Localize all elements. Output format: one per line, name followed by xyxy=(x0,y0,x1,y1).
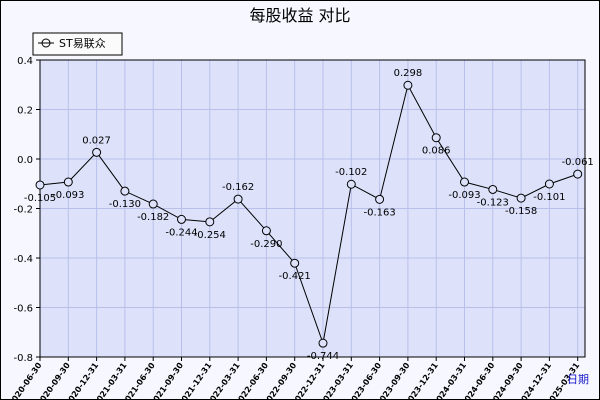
y-axis-ticks: 0.4 0.2 0.0 -0.2 -0.4 -0.6 -0.8 xyxy=(13,56,40,364)
data-label: -0.744 xyxy=(307,351,339,362)
data-label: -0.421 xyxy=(279,271,311,282)
data-label: -0.182 xyxy=(137,212,169,223)
data-point xyxy=(205,217,215,227)
data-label: -0.158 xyxy=(505,206,537,217)
data-point xyxy=(403,80,413,90)
data-label: 0.298 xyxy=(394,68,423,79)
legend: ST易联众 xyxy=(32,32,123,56)
data-label: -0.093 xyxy=(52,190,84,201)
data-point xyxy=(35,180,45,190)
data-point xyxy=(63,177,73,187)
legend-marker-icon xyxy=(41,38,51,48)
data-point xyxy=(516,193,526,203)
data-label: -0.290 xyxy=(250,239,282,250)
data-label: 0.027 xyxy=(82,135,111,146)
data-label: -0.254 xyxy=(194,230,226,241)
data-point xyxy=(318,338,328,348)
data-point xyxy=(233,194,243,204)
data-label: -0.130 xyxy=(109,199,141,210)
y-tick-label: -0.8 xyxy=(13,353,33,364)
data-label: -0.162 xyxy=(222,182,254,193)
data-label: -0.123 xyxy=(477,197,509,208)
y-tick-label: 0.2 xyxy=(17,106,33,117)
data-point xyxy=(431,133,441,143)
x-axis-ticks: 2020-06-302020-09-302020-12-312021-03-31… xyxy=(7,357,582,400)
chart-title: 每股收益 对比 xyxy=(249,6,350,25)
y-tick-label: -0.2 xyxy=(13,205,33,216)
data-point xyxy=(544,179,554,189)
data-point xyxy=(375,194,385,204)
y-tick-label: -0.4 xyxy=(13,254,33,265)
data-point xyxy=(120,186,130,196)
data-label: -0.101 xyxy=(533,192,565,203)
data-point xyxy=(290,258,300,268)
data-label: -0.093 xyxy=(448,190,480,201)
y-tick-label: 0.0 xyxy=(17,155,33,166)
data-point xyxy=(148,199,158,209)
data-point xyxy=(488,184,498,194)
data-label: -0.244 xyxy=(165,227,197,238)
x-tick-label: 2020-06-30 xyxy=(7,361,44,400)
data-points xyxy=(35,80,583,348)
data-point xyxy=(177,214,186,224)
gridlines xyxy=(39,59,586,358)
data-label: -0.102 xyxy=(335,167,367,178)
y-tick-label: -0.6 xyxy=(13,304,33,315)
legend-label: ST易联众 xyxy=(59,37,106,50)
legend-box xyxy=(32,32,123,56)
series-line xyxy=(39,83,578,346)
y-tick-label: 0.4 xyxy=(17,56,33,67)
data-point xyxy=(573,169,583,179)
x-axis-label: 日期 xyxy=(567,373,589,386)
data-point xyxy=(346,179,356,189)
data-point xyxy=(460,177,469,187)
data-point xyxy=(261,226,271,236)
data-point xyxy=(92,147,102,157)
data-label: -0.163 xyxy=(363,207,395,218)
data-label: 0.086 xyxy=(422,146,451,157)
data-labels: -0.105-0.0930.027-0.130-0.182-0.244-0.25… xyxy=(24,68,594,362)
data-label: -0.061 xyxy=(562,157,594,168)
data-label: -0.105 xyxy=(24,193,56,204)
